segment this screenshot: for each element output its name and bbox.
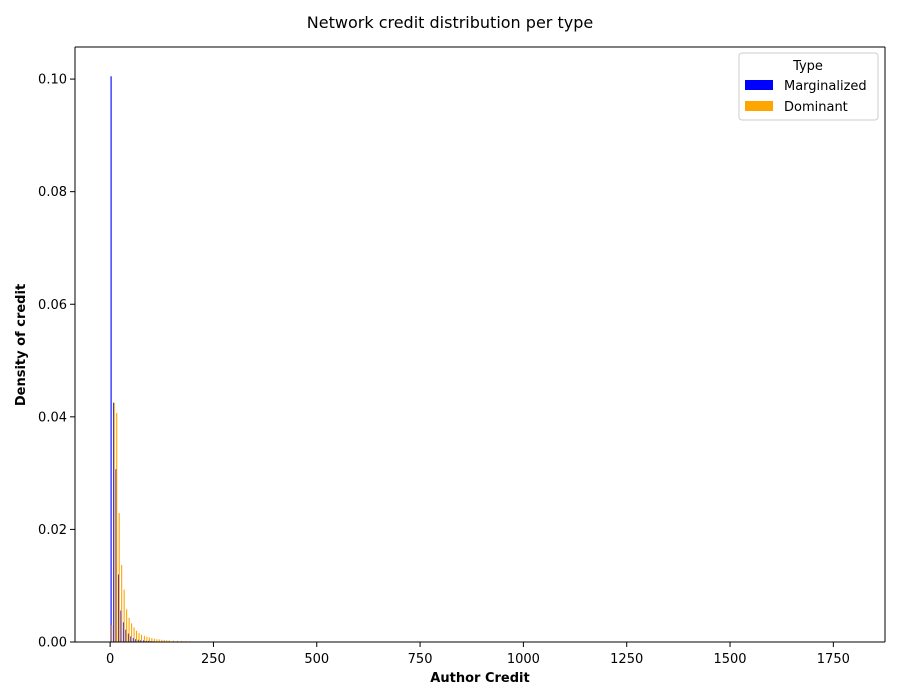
bar-dominant-5 (123, 589, 125, 642)
bar-dominant-18 (156, 639, 158, 642)
axes-frame (74, 46, 886, 643)
bar-dominant-17 (153, 638, 155, 642)
bar-dominant-1 (113, 402, 115, 642)
bar-marginalized-3 (117, 574, 120, 642)
y-tick-label: 0.02 (38, 523, 67, 538)
bars (110, 76, 245, 642)
y-tick-label: 0.04 (38, 410, 67, 425)
bar-marginalized-11 (137, 639, 139, 642)
y-tick-label: 0.06 (38, 298, 67, 313)
bar-dominant-20 (161, 639, 163, 642)
bar-dominant-3 (118, 513, 120, 642)
bar-marginalized-8 (130, 636, 132, 642)
bar-marginalized-7 (127, 633, 129, 642)
bar-dominant-21 (163, 640, 165, 642)
y-axis-ticks: 0.00 0.02 0.04 0.06 0.08 0.10 (38, 73, 75, 651)
x-axis-label: Author Credit (430, 671, 529, 686)
bar-dominant-24 (172, 640, 174, 642)
bar-dominant-22 (166, 640, 168, 642)
bar-marginalized-6 (125, 629, 127, 642)
bar-marginalized-9 (132, 638, 134, 642)
bar-marginalized-12 (140, 640, 142, 642)
bar-marginalized-14 (145, 640, 147, 642)
x-tick-label: 1250 (610, 652, 643, 667)
bar-dominant-16 (151, 638, 153, 642)
bar-dominant-15 (148, 637, 150, 642)
y-axis-label: Density of credit (14, 284, 29, 406)
bar-marginalized-15 (148, 640, 150, 642)
plot-area (75, 47, 885, 642)
bar-marginalized-13 (143, 640, 145, 642)
legend-label-marginalized: Marginalized (784, 79, 867, 94)
bar-dominant-4 (121, 564, 123, 642)
x-axis-ticks: 0 250 500 750 1000 1250 1500 1750 (106, 642, 850, 667)
bar-marginalized-2 (115, 469, 117, 642)
bar-dominant-2 (116, 412, 118, 642)
x-tick-label: 1750 (817, 652, 850, 667)
bar-dominant-26 (181, 640, 183, 642)
x-tick-label: 0 (106, 652, 114, 667)
bar-dominant-10 (136, 630, 138, 642)
legend-swatch-dominant (745, 101, 773, 111)
x-tick-label: 250 (201, 652, 226, 667)
bar-dominant-11 (138, 632, 140, 642)
bar-marginalized-10 (135, 639, 137, 642)
legend-title: Type (792, 59, 823, 74)
x-tick-label: 1500 (713, 652, 746, 667)
legend-label-dominant: Dominant (784, 100, 848, 115)
bar-dominant-9 (133, 627, 135, 642)
y-tick-label: 0.10 (38, 73, 67, 88)
bar-dominant-13 (143, 635, 145, 642)
legend-box (738, 52, 879, 121)
bar-dominant-7 (128, 617, 130, 642)
bar-dominant-25 (176, 640, 179, 642)
bar-marginalized-4 (120, 610, 122, 642)
bar-marginalized-1 (113, 402, 115, 642)
x-tick-label: 1000 (507, 652, 540, 667)
x-tick-label: 500 (304, 652, 329, 667)
bar-dominant-12 (140, 634, 143, 642)
bar-dominant-14 (146, 636, 148, 642)
y-tick-label: 0.08 (38, 185, 67, 200)
bar-marginalized-5 (122, 622, 125, 642)
bar-dominant-8 (131, 623, 133, 642)
y-tick-label: 0.00 (38, 636, 67, 651)
plot-background (75, 47, 885, 642)
legend-swatch-marginalized (745, 80, 773, 90)
bar-dominant-19 (158, 639, 160, 642)
bar-marginalized-0 (110, 76, 112, 642)
bar-dominant-0 (111, 625, 113, 642)
bar-dominant-6 (126, 609, 128, 642)
chart-title: Network credit distribution per type (307, 13, 593, 32)
legend: Type Marginalized Dominant (738, 52, 879, 121)
x-tick-label: 750 (408, 652, 433, 667)
bar-dominant-23 (168, 640, 170, 642)
